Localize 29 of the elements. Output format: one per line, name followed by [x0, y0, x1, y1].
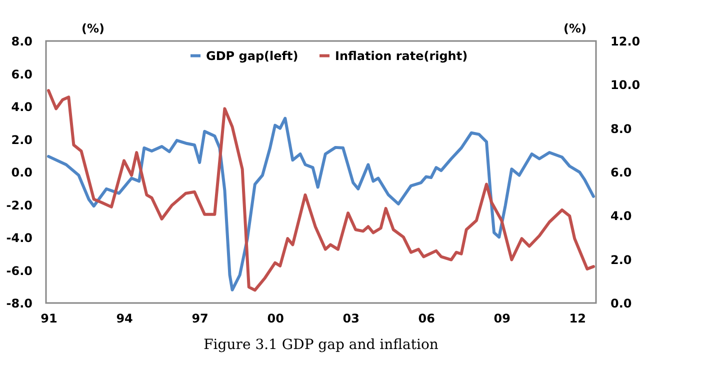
y-tick-label: 2.0 — [11, 132, 32, 147]
x-tick-label: 97 — [192, 312, 208, 326]
y2-tick-label: 10.0 — [610, 78, 640, 92]
y-tick-label: -4.0 — [6, 231, 32, 245]
y-tick-label: 0.0 — [11, 166, 32, 180]
y-axis-title: (%) — [82, 22, 104, 36]
y2-tick-label: 4.0 — [610, 209, 632, 224]
y2-axis-title: (%) — [564, 22, 586, 36]
x-tick-label: 09 — [494, 312, 510, 326]
y2-tick-label: 12.0 — [610, 34, 640, 48]
legend-label: GDP gap(left) — [206, 48, 298, 63]
y-tick-label: 6.0 — [11, 67, 32, 82]
y2-tick-label: 6.0 — [610, 166, 632, 180]
legend-label: Inflation rate(right) — [335, 48, 468, 63]
y-tick-label: -6.0 — [6, 264, 32, 278]
y2-tick-label: 0.0 — [610, 296, 632, 310]
y-tick-label: 4.0 — [11, 100, 32, 114]
x-tick-label: 00 — [267, 312, 284, 326]
x-tick-label: 94 — [116, 312, 133, 326]
text: Figure 3.1 GDP gap and inflation — [204, 337, 438, 353]
y2-tick-label: 2.0 — [610, 252, 632, 267]
y-tick-label: -2.0 — [6, 198, 32, 212]
x-tick-label: 06 — [418, 312, 435, 326]
y-tick-label: 8.0 — [11, 34, 32, 48]
y-tick-label: -8.0 — [6, 296, 32, 310]
x-tick-label: 91 — [40, 312, 58, 326]
x-tick-label: 03 — [342, 312, 360, 326]
x-tick-label: 12 — [569, 312, 586, 326]
y2-tick-label: 8.0 — [610, 122, 632, 136]
